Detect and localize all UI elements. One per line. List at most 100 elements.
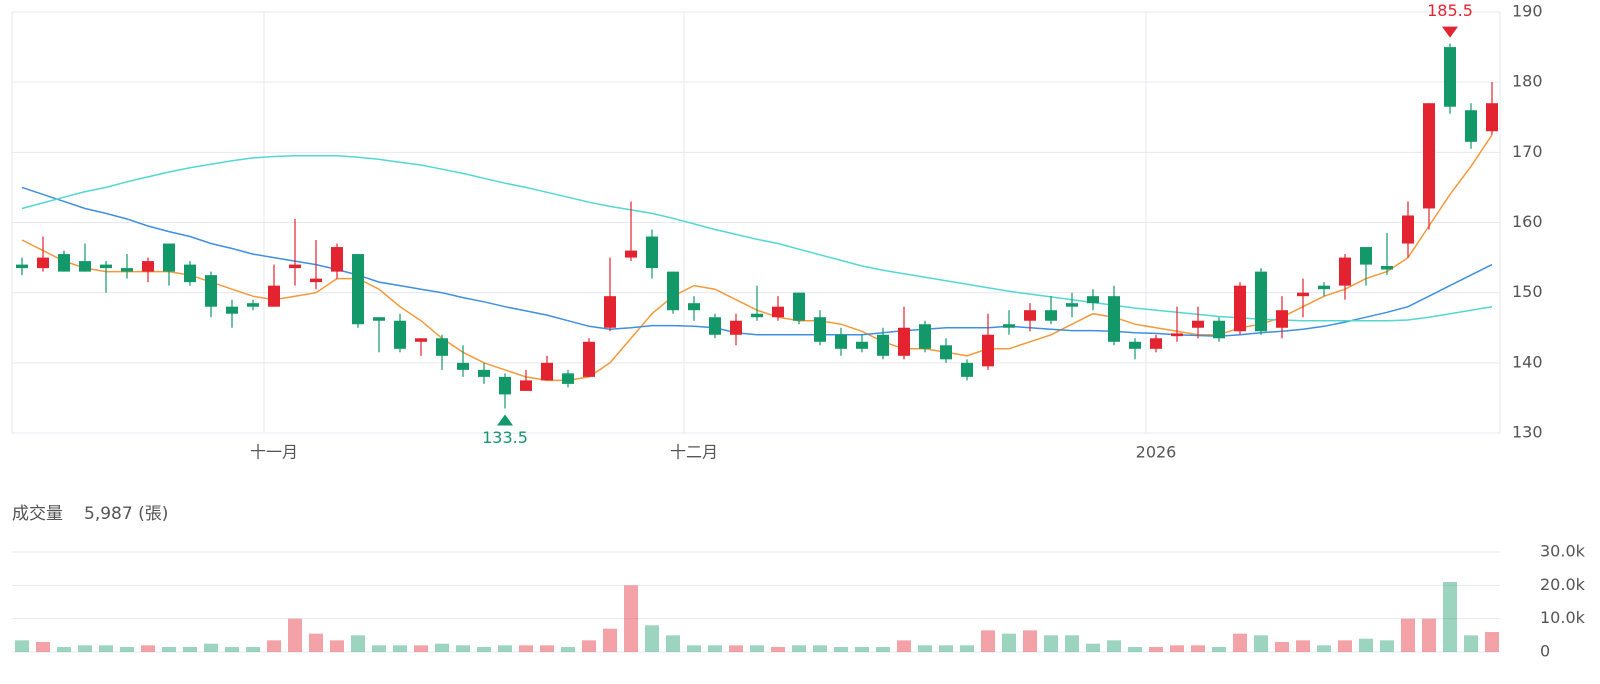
x-tick-label: 十二月 [670, 443, 718, 462]
volume-bar [204, 643, 218, 652]
candle-body [16, 264, 28, 269]
x-tick-label: 2026 [1136, 443, 1177, 462]
volume-bar [246, 647, 260, 652]
volume-bar [1023, 630, 1037, 652]
candle-body [226, 306, 238, 314]
candle-body [205, 275, 217, 307]
volume-bar [183, 647, 197, 652]
candle-body [289, 264, 301, 269]
volume-bar [540, 645, 554, 652]
candle-body [352, 254, 364, 325]
volume-bar [393, 645, 407, 652]
min-marker [497, 414, 513, 426]
max-label: 185.5 [1427, 1, 1473, 20]
volume-bar [1254, 635, 1268, 652]
candle-body [1465, 110, 1477, 142]
volume-current: 5,987 (張) [84, 504, 168, 524]
candle-body [604, 296, 616, 328]
min-label: 133.5 [482, 428, 528, 447]
volume-bar [1002, 633, 1016, 652]
volume-bar [57, 647, 71, 652]
candle-body [520, 380, 532, 391]
candle-body [730, 320, 742, 335]
candle-body [436, 338, 448, 356]
volume-bar [1170, 645, 1184, 652]
volume-bar [1485, 632, 1499, 652]
y-tick-label: 180 [1512, 72, 1543, 91]
candle-body [37, 257, 49, 269]
volume-bar [78, 645, 92, 652]
candle-body [1360, 247, 1372, 265]
candle-body [1213, 320, 1225, 339]
volume-bar [1275, 642, 1289, 652]
volume-bar [897, 640, 911, 652]
volume-bar [330, 640, 344, 652]
volume-bar [603, 628, 617, 652]
candle-body [58, 254, 70, 272]
candle-body [1192, 320, 1204, 328]
y-tick-label: 150 [1512, 282, 1543, 301]
volume-bar [687, 645, 701, 652]
candle-body [1045, 310, 1057, 321]
volume-bar [309, 633, 323, 652]
candle-body [877, 334, 889, 356]
volume-bar [1128, 647, 1142, 652]
volume-bar [729, 645, 743, 652]
candle-body [646, 236, 658, 269]
candle-body [772, 306, 784, 318]
candle-body [1486, 103, 1498, 132]
volume-bar [1443, 582, 1457, 652]
volume-bar [1212, 647, 1226, 652]
candle-body [373, 317, 385, 321]
volume-bar [792, 645, 806, 652]
candle-body [457, 362, 469, 370]
candle-body [247, 303, 259, 307]
volume-bar [141, 645, 155, 652]
candle-body [856, 341, 868, 349]
volume-bar [750, 645, 764, 652]
volume-bar [981, 630, 995, 652]
volume-bar [519, 645, 533, 652]
y-tick-label: 140 [1512, 352, 1543, 371]
y-tick-label: 130 [1512, 423, 1543, 442]
volume-bar [372, 645, 386, 652]
volume-bar [456, 645, 470, 652]
candle-body [478, 369, 490, 377]
volume-bar [624, 585, 638, 652]
candle-body [100, 264, 112, 269]
y-tick-label: 160 [1512, 212, 1543, 231]
volume-bar [1380, 640, 1394, 652]
candle-body [1318, 285, 1330, 290]
moving-average-line [21, 134, 1493, 382]
candle-body [1381, 266, 1393, 270]
volume-bar [834, 647, 848, 652]
candle-body [1297, 292, 1309, 297]
volume-bar [99, 645, 113, 652]
candle-body [310, 278, 322, 283]
volume-bar [813, 645, 827, 652]
x-tick-label: 十一月 [250, 443, 298, 462]
candle-body [1066, 303, 1078, 307]
candle-body [499, 376, 511, 395]
moving-average-line [21, 186, 1493, 337]
candle-body [268, 285, 280, 307]
candle-body [793, 292, 805, 321]
volume-bar [561, 647, 575, 652]
volume-bar [708, 645, 722, 652]
candle-body [541, 362, 553, 381]
volume-bar [477, 647, 491, 652]
volume-bar [15, 640, 29, 652]
max-marker [1442, 26, 1458, 38]
volume-bar [939, 645, 953, 652]
candle-body [709, 317, 721, 335]
y-tick-label: 30.0k [1540, 542, 1586, 561]
candle-body [184, 264, 196, 283]
volume-bar [582, 640, 596, 652]
candle-body [142, 261, 154, 272]
volume-bar [1233, 633, 1247, 652]
y-tick-label: 170 [1512, 142, 1543, 161]
volume-bar [645, 625, 659, 652]
candle-body [394, 320, 406, 349]
volume-bar [1317, 645, 1331, 652]
